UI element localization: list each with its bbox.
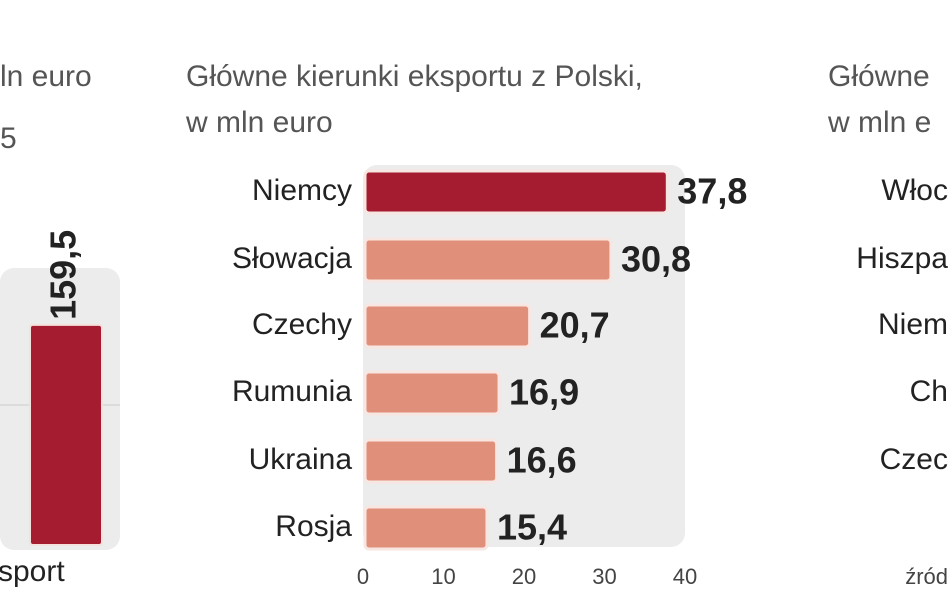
bar — [363, 237, 613, 283]
y-tick-label: Czec — [880, 443, 948, 476]
chart-title: ln euro — [0, 60, 92, 93]
x-tick-label: sport — [0, 555, 65, 588]
chart-subtitle: w mln euro — [185, 106, 333, 139]
value-label: 37,8 — [677, 171, 747, 212]
value-label: 16,9 — [509, 372, 579, 413]
bar — [363, 370, 501, 416]
value-label: 159,5 — [43, 230, 84, 320]
value-label: 30,8 — [621, 239, 691, 280]
y-tick-label: Niem — [878, 308, 948, 341]
x-tick-label: 40 — [673, 564, 697, 589]
y-tick-label: Czechy — [252, 308, 352, 341]
y-tick-label: Włoc — [881, 174, 948, 207]
x-tick-label: 30 — [592, 564, 616, 589]
plot-background — [363, 165, 685, 547]
bar — [363, 505, 489, 551]
value-label: 16,6 — [507, 440, 577, 481]
bar — [363, 438, 499, 484]
x-tick-label: 0 — [357, 564, 369, 589]
y-tick-label: Niemcy — [252, 174, 352, 207]
y-tick-label: Ch — [910, 375, 948, 408]
bar — [363, 303, 532, 349]
chart-title: Główne kierunki eksportu z Polski, — [186, 60, 643, 93]
y-tick-label: Rumunia — [232, 375, 352, 408]
chart-subtitle: w mln e — [827, 106, 931, 139]
y-tick-label: Hiszpa — [856, 242, 948, 275]
bar — [363, 169, 669, 215]
bar — [29, 323, 103, 547]
x-tick-label: 10 — [431, 564, 455, 589]
y-tick-label: Rosja — [275, 510, 352, 543]
value-label: 20,7 — [540, 305, 610, 346]
chart-subtitle: 5 — [0, 122, 17, 155]
y-tick-label: Ukraina — [249, 443, 353, 476]
chart-title: Główne — [828, 60, 930, 93]
source: źród — [905, 564, 948, 589]
x-tick-label: 20 — [512, 564, 536, 589]
y-tick-label: Słowacja — [232, 242, 352, 275]
value-label: 15,4 — [497, 507, 567, 548]
